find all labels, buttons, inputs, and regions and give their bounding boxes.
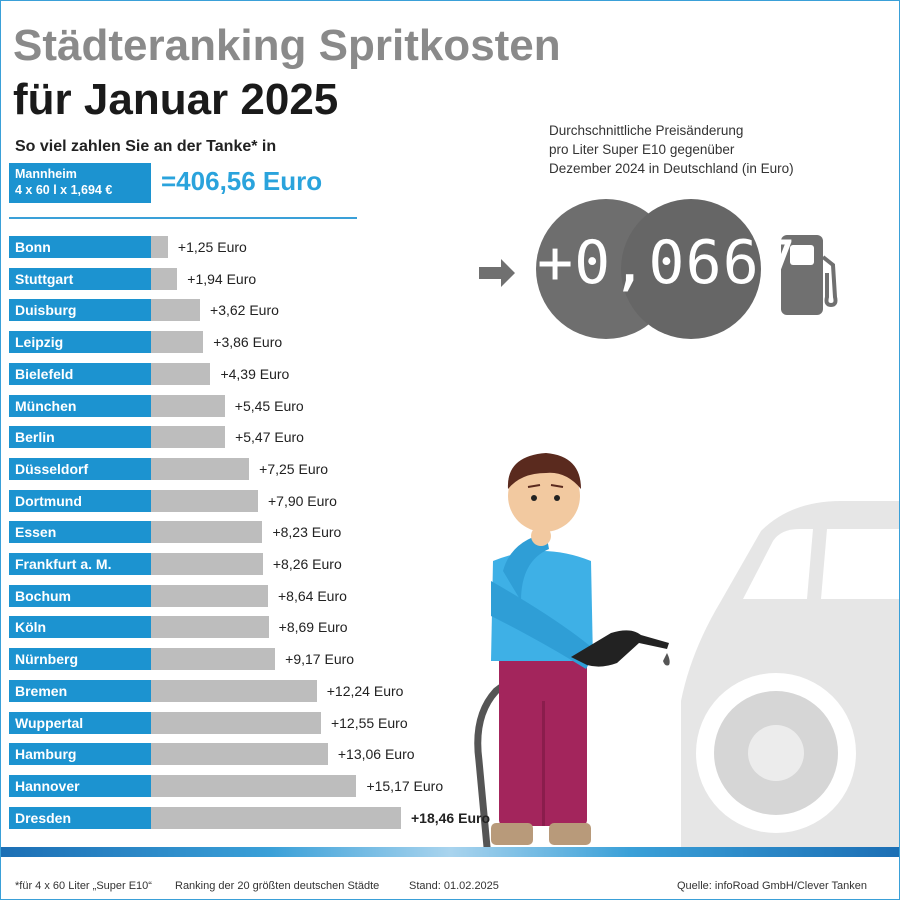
fuel-pump-icon — [781, 235, 838, 315]
city-label: Leipzig — [9, 331, 151, 354]
reference-city: Mannheim — [15, 167, 77, 181]
bottom-strip — [1, 847, 899, 857]
reference-value: =406,56 Euro — [161, 166, 323, 196]
bar — [151, 457, 250, 480]
price-change-value: +0,0667 — [537, 228, 797, 298]
bar — [151, 267, 178, 290]
city-label: Hannover — [9, 774, 151, 797]
value-label: +7,90 Euro — [267, 492, 337, 509]
bar — [151, 521, 263, 544]
reference-formula: 4 x 60 l x 1,694 € — [15, 183, 113, 197]
person-illustration — [491, 453, 618, 845]
ranking-note: Ranking der 20 größten deutschen Städte — [175, 880, 380, 892]
price-change-coins — [536, 199, 761, 339]
bar — [151, 426, 226, 449]
city-label: Duisburg — [9, 299, 151, 322]
city-label: Berlin — [9, 426, 151, 449]
title-line-1: Städteranking Spritkosten — [13, 21, 561, 70]
bar — [151, 774, 357, 797]
city-label: Wuppertal — [9, 711, 151, 734]
city-label: Bremen — [9, 679, 151, 702]
city-label: Düsseldorf — [9, 457, 151, 480]
value-label: +15,17 Euro — [366, 777, 444, 794]
value-label: +8,69 Euro — [278, 619, 348, 636]
city-label: Stuttgart — [9, 267, 151, 290]
value-label: +12,24 Euro — [326, 682, 404, 699]
divider — [9, 217, 357, 219]
reference-city-box: Mannheim 4 x 60 l x 1,694 € — [9, 163, 151, 203]
bar — [151, 553, 263, 575]
value-label: +12,55 Euro — [330, 714, 408, 731]
value-label: +8,23 Euro — [272, 524, 342, 541]
city-label: Essen — [9, 521, 151, 544]
bar — [151, 584, 268, 607]
city-label: Hamburg — [9, 743, 151, 766]
city-label: Nürnberg — [9, 648, 151, 671]
value-label: +18,46 Euro — [411, 809, 490, 826]
bar — [151, 394, 225, 417]
bar — [151, 648, 276, 671]
bar — [151, 489, 258, 512]
caption-line-2: pro Liter Super E10 gegenüber — [549, 142, 735, 157]
footnote: *für 4 x 60 Liter „Super E10“ — [15, 880, 152, 892]
bar — [151, 236, 168, 258]
city-label: Bonn — [9, 236, 151, 258]
value-label: +8,64 Euro — [278, 587, 347, 604]
price-change-caption: Durchschnittliche Preisänderung pro Lite… — [549, 121, 849, 178]
bar — [151, 743, 328, 766]
value-label: +8,26 Euro — [272, 556, 342, 572]
city-label: Frankfurt a. M. — [9, 553, 151, 575]
caption-line-3: Dezember 2024 in Deutschland (in Euro) — [549, 161, 794, 176]
source-note: Quelle: infoRoad GmbH/Clever Tanken — [677, 880, 867, 892]
value-label: +13,06 Euro — [337, 746, 415, 763]
caption-line-1: Durchschnittliche Preisänderung — [549, 123, 744, 138]
bar — [151, 711, 321, 734]
bar — [151, 616, 269, 639]
city-label: Köln — [9, 616, 151, 639]
bar — [151, 299, 201, 322]
value-label: +4,39 Euro — [220, 365, 290, 382]
bar — [151, 331, 204, 354]
value-label: +1,94 Euro — [187, 270, 257, 287]
bar — [151, 806, 401, 829]
value-label: +5,47 Euro — [235, 429, 304, 446]
value-label: +7,25 Euro — [259, 460, 329, 477]
city-label: Dresden — [9, 806, 151, 829]
city-label: Bochum — [9, 584, 151, 607]
subtitle: So viel zahlen Sie an der Tanke* in — [15, 138, 277, 155]
city-label: Dortmund — [9, 489, 151, 512]
bar-chart: Bonn +1,25 Euro Stuttgart +1,94 Euro Duisbur… — [1, 1, 521, 899]
bar — [151, 362, 211, 385]
car-icon — [681, 501, 899, 847]
city-label: München — [9, 394, 151, 417]
title-line-2: für Januar 2025 — [13, 75, 339, 124]
date-stamp: Stand: 01.02.2025 — [409, 880, 499, 892]
fuel-nozzle-icon — [571, 630, 670, 667]
value-label: +5,45 Euro — [234, 397, 304, 414]
arrow-right-icon — [479, 259, 515, 287]
value-label: +3,62 Euro — [210, 302, 279, 319]
value-label: +9,17 Euro — [285, 651, 355, 668]
value-label: +3,86 Euro — [213, 334, 283, 351]
bar — [151, 679, 317, 702]
city-label: Bielefeld — [9, 362, 151, 385]
value-label: +1,25 Euro — [177, 239, 247, 255]
